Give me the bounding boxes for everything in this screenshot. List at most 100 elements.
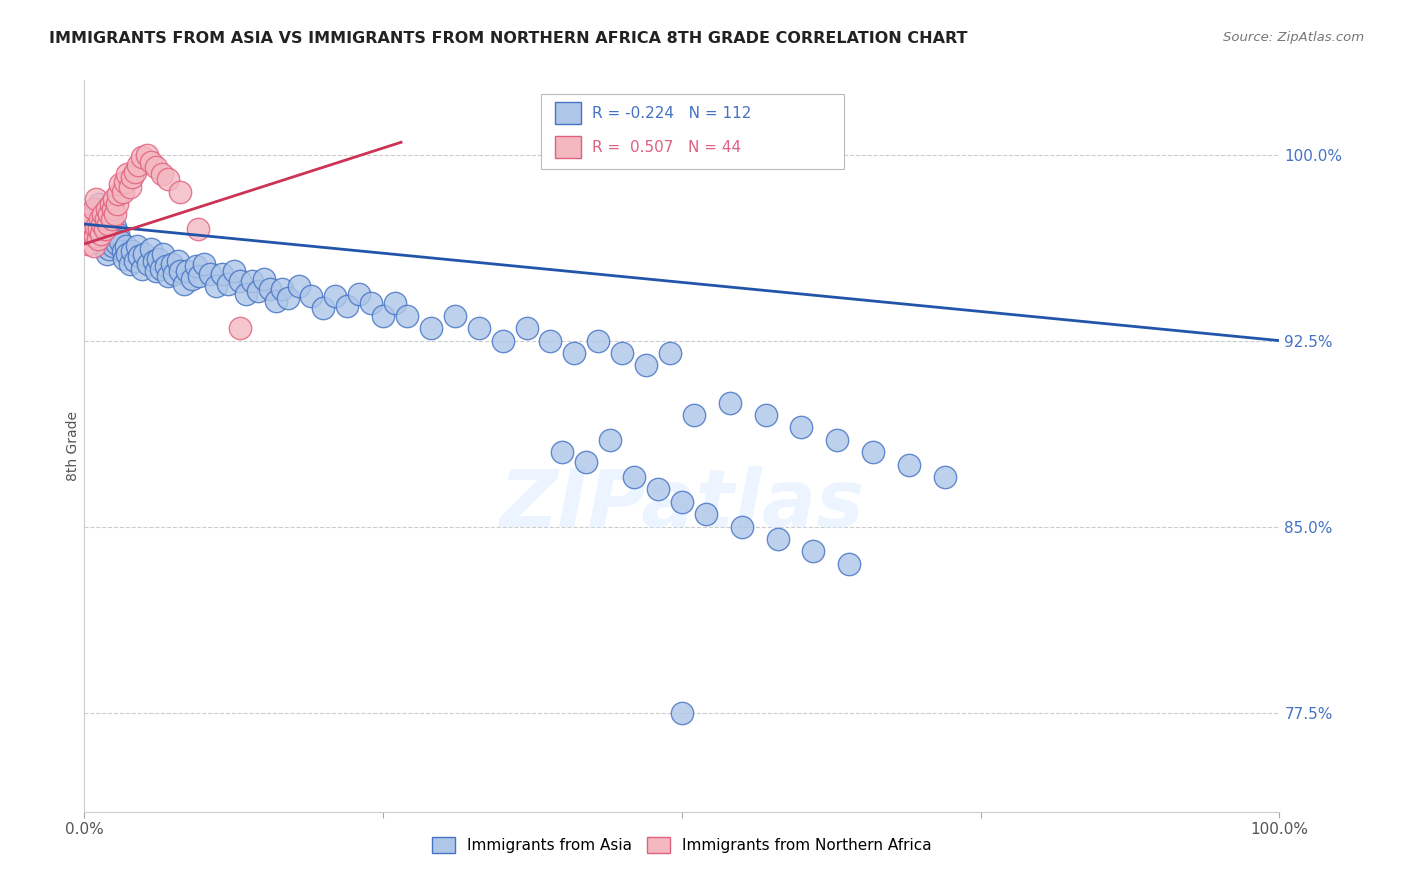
Point	[145, 160, 167, 174]
Point	[155, 259, 177, 273]
Point	[695, 507, 717, 521]
Text: Source: ZipAtlas.com: Source: ZipAtlas.com	[1223, 31, 1364, 45]
Point	[86, 202, 108, 217]
Point	[87, 212, 110, 227]
Point	[110, 235, 132, 249]
Point	[91, 217, 114, 231]
Point	[163, 267, 186, 281]
Point	[84, 229, 107, 244]
Point	[755, 408, 778, 422]
Point	[150, 168, 173, 182]
Point	[187, 222, 209, 236]
Point	[89, 212, 111, 227]
Point	[128, 249, 150, 263]
Point	[87, 222, 110, 236]
Point	[169, 264, 191, 278]
Point	[671, 495, 693, 509]
Point	[312, 301, 335, 316]
Point	[169, 185, 191, 199]
Point	[112, 252, 135, 266]
Point	[838, 557, 860, 571]
Point	[87, 197, 110, 211]
Point	[803, 544, 825, 558]
Point	[94, 202, 117, 217]
Point	[89, 229, 111, 244]
Point	[731, 519, 754, 533]
Point	[115, 239, 138, 253]
Point	[127, 158, 149, 172]
Point	[101, 222, 124, 236]
Point	[184, 259, 207, 273]
Point	[96, 202, 118, 217]
Point	[117, 168, 139, 182]
Point	[142, 254, 165, 268]
Point	[93, 207, 115, 221]
Legend: Immigrants from Asia, Immigrants from Northern Africa: Immigrants from Asia, Immigrants from No…	[426, 830, 938, 859]
Point	[79, 227, 101, 241]
Point	[97, 225, 120, 239]
Point	[90, 219, 112, 234]
Point	[551, 445, 574, 459]
Point	[540, 334, 562, 348]
Point	[132, 247, 156, 261]
Point	[325, 289, 347, 303]
Point	[84, 222, 107, 236]
Point	[259, 281, 281, 295]
Point	[301, 289, 323, 303]
Point	[141, 155, 163, 169]
Point	[564, 346, 586, 360]
Point	[101, 212, 124, 227]
Point	[647, 483, 669, 497]
Point	[86, 225, 108, 239]
Point	[121, 169, 143, 184]
Point	[766, 532, 789, 546]
Point	[97, 212, 120, 227]
Point	[396, 309, 419, 323]
Point	[117, 247, 139, 261]
Point	[97, 217, 120, 231]
Point	[103, 229, 125, 244]
Point	[222, 264, 245, 278]
Text: ZIPatlas: ZIPatlas	[499, 466, 865, 543]
Point	[110, 178, 132, 192]
Point	[176, 264, 198, 278]
Point	[193, 257, 215, 271]
Point	[94, 235, 117, 249]
Point	[145, 264, 167, 278]
Point	[349, 286, 371, 301]
Point	[86, 192, 108, 206]
Point	[373, 309, 395, 323]
Point	[152, 247, 174, 261]
Point	[86, 219, 108, 234]
Point	[862, 445, 884, 459]
Point	[131, 150, 153, 164]
Point	[118, 257, 141, 271]
Point	[91, 207, 114, 221]
Point	[114, 175, 136, 189]
Point	[288, 279, 311, 293]
Point	[575, 455, 598, 469]
Point	[384, 296, 406, 310]
Point	[131, 261, 153, 276]
Point	[211, 267, 233, 281]
Point	[96, 247, 118, 261]
Text: R = -0.224   N = 112: R = -0.224 N = 112	[592, 106, 751, 120]
Point	[246, 284, 269, 298]
Point	[253, 271, 276, 285]
Point	[100, 232, 122, 246]
Point	[264, 293, 287, 308]
Point	[77, 236, 100, 251]
Point	[229, 274, 252, 288]
Point	[79, 217, 101, 231]
Point	[100, 197, 122, 211]
Point	[157, 269, 180, 284]
Point	[111, 185, 134, 199]
Point	[240, 274, 263, 288]
Point	[181, 271, 204, 285]
Point	[118, 180, 141, 194]
Point	[104, 207, 127, 221]
Point	[141, 242, 163, 256]
Point	[188, 269, 211, 284]
Point	[98, 242, 121, 256]
Point	[468, 321, 491, 335]
